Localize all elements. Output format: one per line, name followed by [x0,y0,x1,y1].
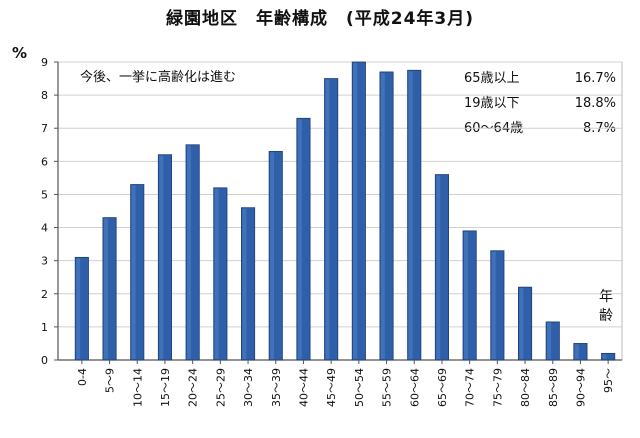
bar-highlight [436,175,441,359]
bar-highlight [159,155,164,359]
stat-label: 65歳以上 [464,71,520,86]
x-tick-label: 35～39 [270,368,283,407]
bar-highlight [464,231,468,359]
stat-value: 18.8% [574,96,616,111]
y-tick-label: 2 [41,288,48,301]
x-tick-label: 50～54 [353,368,366,407]
bar-highlight [574,344,579,359]
y-axis-label: % [12,44,28,62]
x-tick-label: 15～19 [159,368,172,407]
x-tick-label: 45～49 [325,368,338,407]
bar-highlight [242,208,247,359]
y-tick-label: 8 [41,89,48,102]
bar-highlight [103,218,108,359]
stat-row-19under: 19歳以下 18.8% [464,91,616,116]
bar-highlight [519,288,524,359]
x-tick-label: 95～ [602,368,615,393]
bar-highlight [131,185,136,359]
bar-highlight [353,63,358,359]
chart-title: 緑園地区 年齢構成 (平成24年3月) [165,9,475,29]
y-tick-label: 7 [41,122,48,135]
x-tick-label: 80～84 [519,368,532,407]
x-tick-label: 0-4 [76,368,89,386]
stat-label: 19歳以下 [464,96,520,111]
bar-highlight [325,79,330,360]
y-tick-label: 3 [41,255,48,268]
x-tick-label: 5～9 [104,368,117,393]
x-tick-label: 30～34 [242,368,255,407]
y-tick-label: 5 [41,188,48,201]
bar-highlight [270,152,275,359]
bar-highlight [491,251,496,359]
y-tick-label: 0 [41,354,48,367]
bar-highlight [602,354,607,359]
x-tick-label: 10～14 [131,368,144,407]
bar-highlight [76,258,81,359]
y-tick-label: 1 [41,321,48,334]
bar-highlight [547,322,552,359]
x-axis-label-char: 齢 [599,308,613,324]
x-tick-label: 70～74 [464,368,477,407]
x-tick-label: 65～69 [436,368,449,407]
x-tick-label: 85～89 [547,368,560,407]
bar-highlight [380,72,385,359]
x-tick-label: 90～94 [574,368,587,407]
stat-value: 16.7% [574,71,616,86]
bar-highlight [214,188,219,359]
x-tick-label: 20～24 [187,368,200,407]
x-tick-label: 40～44 [297,368,310,407]
x-tick-label: 75～79 [491,368,504,407]
x-axis-label-char: 年 [599,289,613,305]
y-tick-label: 6 [41,155,48,168]
x-tick-label: 25～29 [214,368,227,407]
stat-row-65plus: 65歳以上 16.7% [464,66,616,91]
bar-highlight [408,71,413,360]
y-tick-label: 9 [41,56,48,69]
x-axis-label: 年 齢 [596,288,616,326]
x-tick-label: 60～64 [408,368,421,407]
bar-highlight [297,119,302,360]
chart-annotation: 今後、一挙に高齢化は進む [80,70,237,85]
x-tick-label: 55～59 [381,368,394,407]
y-tick-label: 4 [41,222,48,235]
bar-highlight [187,145,191,359]
